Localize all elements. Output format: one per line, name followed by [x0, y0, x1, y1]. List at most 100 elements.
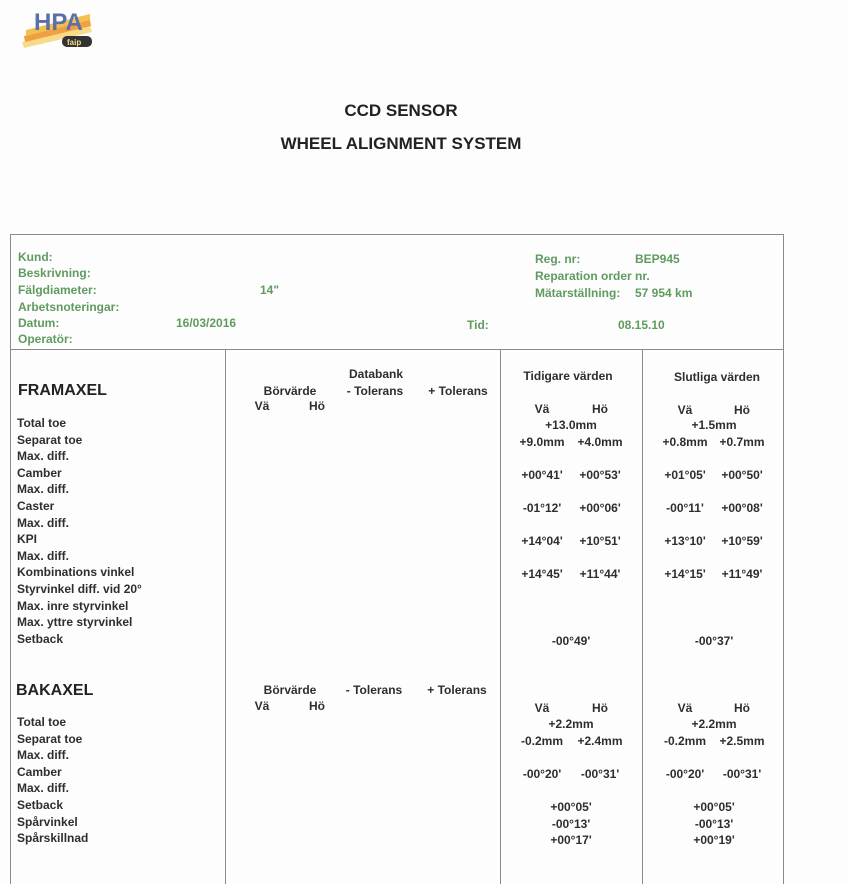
kund-label: Kund: [18, 250, 53, 264]
final-va-value: -00°20' [665, 766, 705, 781]
front-title: FRAMAXEL [18, 382, 107, 399]
final-ho-value: +00°08' [721, 501, 763, 515]
row-label: Max. diff. [17, 482, 70, 497]
matar-label: Mätarställning: [535, 286, 621, 300]
falgdiameter-value: 14" [260, 283, 280, 297]
rear-borvarde-header: Börvärde [263, 683, 317, 697]
reparation-label: Reparation order nr. [535, 269, 650, 283]
falgdiameter-label: Fälgdiameter: [18, 283, 97, 297]
prev-value: +00°05' [550, 800, 592, 814]
final-value: +00°05' [693, 800, 735, 814]
datum-label: Datum: [18, 316, 60, 330]
row-label: Max. diff. [17, 548, 70, 563]
plus-tolerans-header: + Tolerans [428, 384, 488, 398]
datum-value: 16/03/2016 [176, 316, 237, 330]
row-label: Max. diff. [17, 449, 70, 464]
final-ho-value: -00°31' [722, 766, 762, 781]
rear-tidigare-ho: Hö [592, 701, 608, 715]
rear-slutliga-ho: Hö [734, 701, 750, 715]
slutliga-ho: Hö [734, 403, 750, 417]
row-label: Caster [17, 499, 55, 513]
final-va-value: -0.2mm [663, 733, 707, 748]
borvarde-ho: Hö [309, 399, 325, 413]
row-label: Separat toe [17, 731, 83, 746]
prev-ho-value: +2.4mm [577, 733, 623, 748]
prev-va-value: +14°45' [521, 567, 563, 582]
row-label: Camber [17, 465, 62, 480]
prev-ho-value: +11°44' [579, 567, 621, 582]
final-value: +2.2mm [691, 717, 737, 731]
final-ho-value: +2.5mm [719, 733, 765, 748]
tid-label: Tid: [467, 318, 489, 332]
regnr-label: Reg. nr: [535, 252, 581, 266]
rear-minus-tolerans-header: - Tolerans [345, 683, 403, 697]
prev-va-value: -01°12' [522, 501, 562, 515]
final-value: -00°13' [694, 816, 734, 831]
final-value: -00°37' [694, 633, 734, 648]
tidigare-va: Vä [534, 402, 550, 416]
row-label: Total toe [17, 416, 67, 430]
final-ho-value: +00°50' [721, 467, 763, 482]
prev-ho-value: +00°53' [579, 467, 621, 482]
row-label: Camber [17, 764, 62, 779]
slutliga-header: Slutliga värden [673, 370, 761, 384]
row-label: Max. diff. [17, 748, 70, 763]
prev-va-value: +00°41' [521, 467, 563, 482]
row-label: Spårvinkel [17, 814, 78, 829]
row-label: Max. diff. [17, 515, 70, 530]
row-label: Styrvinkel diff. vid 20° [17, 582, 142, 596]
final-ho-value: +10°59' [721, 534, 763, 549]
prev-va-value: -0.2mm [520, 733, 564, 748]
tidigare-header: Tidigare värden [523, 369, 613, 383]
row-label: Separat toe [17, 432, 83, 447]
rear-title: BAKAXEL [16, 682, 94, 699]
beskrivning-label: Beskrivning: [18, 266, 91, 280]
prev-va-value: -00°20' [522, 766, 562, 781]
prev-value: +2.2mm [548, 717, 594, 731]
final-va-value: +0.8mm [662, 434, 708, 449]
prev-value: -00°49' [551, 633, 591, 648]
final-va-value: +01°05' [664, 467, 706, 482]
final-va-value: -00°11' [666, 501, 704, 515]
matar-value: 57 954 km [635, 286, 693, 300]
row-label: Max. inre styrvinkel [17, 598, 129, 613]
rear-borvarde-va: Vä [254, 699, 270, 713]
final-value: +1.5mm [691, 418, 737, 432]
rear-borvarde-ho: Hö [309, 699, 325, 713]
hpa-logo: HPA faip [22, 9, 92, 48]
prev-ho-value: +4.0mm [577, 434, 623, 449]
databank-header: Databank [348, 367, 404, 381]
svg-text:faip: faip [67, 38, 81, 47]
borvarde-va: Vä [254, 399, 270, 413]
final-value: +00°19' [693, 833, 735, 848]
row-label: Total toe [17, 715, 67, 729]
final-va-value: +13°10' [664, 534, 706, 549]
borvarde-header: Börvärde [263, 384, 317, 398]
prev-ho-value: +10°51' [579, 534, 621, 549]
row-label: Max. yttre styrvinkel [17, 615, 133, 630]
prev-ho-value: +00°06' [579, 501, 621, 515]
regnr-value: BEP945 [635, 252, 680, 266]
prev-va-value: +9.0mm [519, 434, 565, 449]
row-label: KPI [17, 532, 38, 547]
prev-value: -00°13' [551, 816, 591, 831]
title-line1: CCD SENSOR [344, 101, 458, 120]
row-label: Setback [17, 798, 64, 812]
final-ho-value: +0.7mm [719, 434, 765, 449]
prev-va-value: +14°04' [521, 534, 563, 549]
rear-slutliga-va: Vä [677, 701, 693, 715]
prev-value: +00°17' [550, 833, 592, 848]
rear-plus-tolerans-header: + Tolerans [427, 683, 487, 697]
final-va-value: +14°15' [664, 567, 706, 582]
row-label: Setback [17, 631, 64, 646]
prev-value: +13.0mm [545, 418, 597, 432]
tid-value: 08.15.10 [618, 318, 665, 332]
rear-tidigare-va: Vä [534, 701, 550, 715]
arbetsnoteringar-label: Arbetsnoteringar: [18, 300, 120, 314]
svg-text:HPA: HPA [34, 9, 83, 36]
prev-ho-value: -00°31' [580, 766, 620, 781]
slutliga-va: Vä [677, 403, 693, 417]
row-label: Max. diff. [17, 781, 70, 796]
tidigare-ho: Hö [592, 402, 608, 416]
